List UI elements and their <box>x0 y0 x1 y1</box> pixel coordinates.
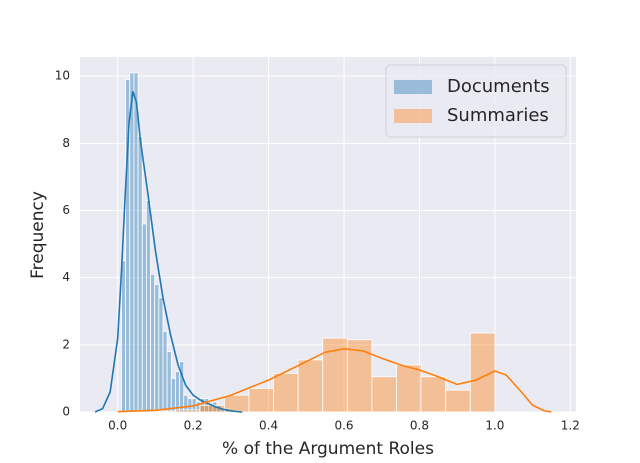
grid <box>80 57 576 413</box>
histogram-bar <box>166 351 172 413</box>
kde-line <box>117 348 552 413</box>
histogram-bar <box>183 394 189 413</box>
kde-line <box>94 91 243 413</box>
histogram-bar <box>420 376 447 413</box>
histogram-bar <box>129 72 135 413</box>
histogram-bar <box>141 223 147 413</box>
histogram-bar <box>174 409 201 413</box>
legend-swatch <box>394 109 432 123</box>
histogram-bar <box>346 339 373 413</box>
x-tick-label: 1.0 <box>485 419 504 433</box>
histogram-bar <box>248 388 274 413</box>
legend-label: Summaries <box>447 105 549 126</box>
histogram-bar <box>371 376 397 413</box>
x-tick-label: 0.2 <box>184 419 203 433</box>
y-axis-label: Frequency <box>28 191 48 279</box>
y-tick-label: 6 <box>62 203 70 217</box>
y-tick-label: 0 <box>62 405 70 419</box>
histogram-bar <box>223 394 250 413</box>
y-tick-label: 10 <box>55 69 70 83</box>
histogram-bar <box>273 372 299 413</box>
histogram-bar <box>445 389 471 413</box>
legend-swatch <box>394 80 432 94</box>
x-tick-label: 0.8 <box>410 419 429 433</box>
x-tick-label: 0.0 <box>108 419 127 433</box>
histogram-bar <box>297 359 324 413</box>
histogram-bar <box>150 273 156 413</box>
y-tick-label: 4 <box>62 270 70 284</box>
marks <box>94 72 552 413</box>
histogram-bar <box>154 283 160 413</box>
legend-label: Documents <box>447 76 550 97</box>
histogram-bar <box>137 136 143 413</box>
histogram-bar <box>158 297 164 413</box>
histogram-bar <box>469 332 496 413</box>
x-tick-label: 0.4 <box>259 419 278 433</box>
legend-box <box>385 64 567 138</box>
histogram-bar <box>121 260 127 413</box>
y-tick-label: 2 <box>62 337 70 351</box>
histogram-bar <box>133 72 139 413</box>
histogram-bar <box>396 364 422 413</box>
y-tick-label: 8 <box>62 136 70 150</box>
histogram-bar <box>162 330 168 413</box>
x-tick-label: 1.2 <box>561 419 580 433</box>
histogram-bar <box>170 378 176 413</box>
histogram-bar <box>145 200 151 413</box>
legend: Documents Summaries <box>385 64 567 138</box>
x-tick-label: 0.6 <box>334 419 353 433</box>
x-axis-label: % of the Argument Roles <box>222 439 434 459</box>
histogram-bar <box>175 371 180 413</box>
